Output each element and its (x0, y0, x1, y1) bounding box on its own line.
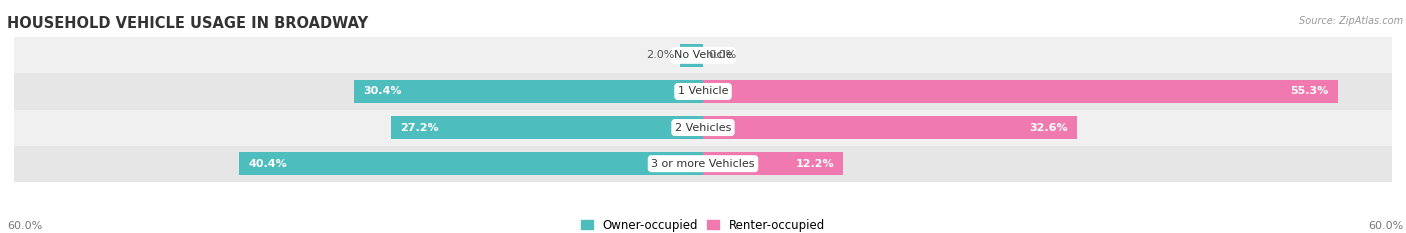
Text: 3 or more Vehicles: 3 or more Vehicles (651, 159, 755, 169)
Text: 0.0%: 0.0% (709, 50, 737, 60)
Bar (681, 44, 703, 67)
Bar (354, 80, 703, 103)
Text: 60.0%: 60.0% (1368, 221, 1403, 231)
Text: HOUSEHOLD VEHICLE USAGE IN BROADWAY: HOUSEHOLD VEHICLE USAGE IN BROADWAY (7, 16, 368, 31)
Bar (391, 116, 703, 139)
Text: 27.2%: 27.2% (399, 123, 439, 133)
Text: 2.0%: 2.0% (645, 50, 675, 60)
Bar (14, 37, 1392, 73)
Bar (14, 110, 1392, 146)
Text: Source: ZipAtlas.com: Source: ZipAtlas.com (1299, 16, 1403, 26)
Bar (703, 116, 1077, 139)
Bar (703, 152, 844, 175)
Text: 2 Vehicles: 2 Vehicles (675, 123, 731, 133)
Legend: Owner-occupied, Renter-occupied: Owner-occupied, Renter-occupied (576, 214, 830, 233)
Text: 1 Vehicle: 1 Vehicle (678, 86, 728, 96)
Text: No Vehicle: No Vehicle (673, 50, 733, 60)
Bar (14, 73, 1392, 110)
Text: 60.0%: 60.0% (7, 221, 42, 231)
Text: 55.3%: 55.3% (1291, 86, 1329, 96)
Text: 40.4%: 40.4% (249, 159, 287, 169)
Bar (14, 146, 1392, 182)
Text: 12.2%: 12.2% (796, 159, 834, 169)
Bar (703, 80, 1339, 103)
Text: 30.4%: 30.4% (363, 86, 402, 96)
Bar (239, 152, 703, 175)
Text: 32.6%: 32.6% (1029, 123, 1069, 133)
